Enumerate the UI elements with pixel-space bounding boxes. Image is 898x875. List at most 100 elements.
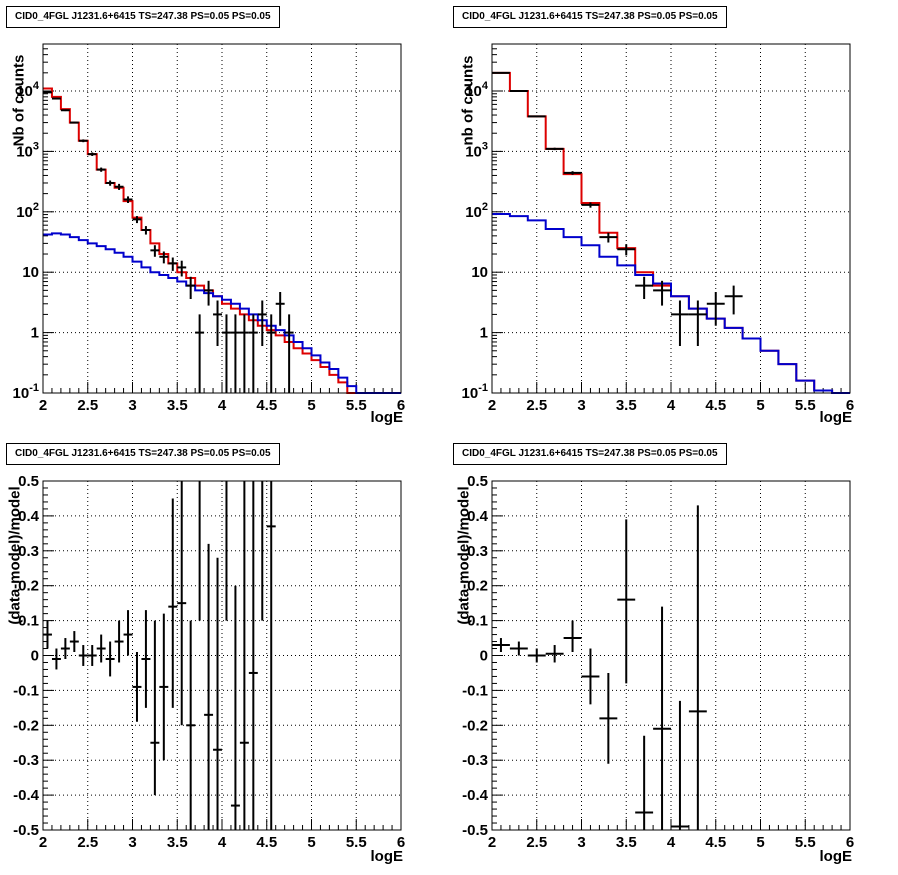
data-point — [635, 735, 654, 830]
data-point — [222, 314, 231, 393]
x-tick-label: 4.5 — [705, 834, 726, 851]
x-tick-label: 4.5 — [256, 834, 277, 851]
data-point — [671, 300, 689, 346]
y-tick-label: 103 — [16, 140, 39, 160]
x-tick-label: 2 — [39, 397, 47, 414]
y-tick-label: 0.1 — [467, 613, 488, 630]
data-point — [213, 300, 222, 346]
y-tick-label: 0.2 — [18, 578, 39, 595]
x-tick-label: 5 — [307, 397, 315, 414]
y-tick-label: -0.3 — [13, 752, 39, 769]
plot-frame — [42, 480, 402, 831]
x-tick-label: 3 — [128, 834, 136, 851]
data-point — [186, 276, 196, 299]
y-tick-label: 10 — [22, 264, 39, 281]
y-axis-label: (data-model)/model — [6, 486, 24, 625]
chart-title: CID0_4FGL J1231.6+6415 TS=247.38 PS=0.05… — [453, 6, 727, 28]
y-tick-label: -0.1 — [13, 682, 39, 699]
data-point — [204, 280, 214, 306]
chart-bottom-left: CID0_4FGL J1231.6+6415 TS=247.38 PS=0.05… — [0, 437, 449, 875]
data-point — [51, 648, 61, 670]
data-point — [114, 183, 124, 190]
data-point — [105, 641, 115, 677]
x-tick-label: 5.5 — [346, 834, 367, 851]
data-point — [617, 244, 636, 256]
y-tick-label: 104 — [465, 80, 489, 100]
data-point — [257, 300, 267, 346]
x-tick-label: 5 — [756, 397, 764, 414]
data-point — [248, 314, 258, 393]
data-point — [141, 610, 151, 708]
data-point — [60, 638, 70, 659]
x-axis-label: logE — [819, 848, 853, 865]
x-tick-label: 4 — [218, 397, 227, 414]
x-tick-label: 6 — [846, 397, 854, 414]
data-point — [123, 610, 133, 656]
data-point — [69, 631, 79, 653]
data-point — [509, 90, 528, 93]
plot-area: 2 2.5 3 3.5 4 4.5 5 5.5 6 10-1 1 10 102 103 104 — [462, 43, 854, 414]
data-point — [159, 613, 169, 761]
data-point — [177, 481, 187, 726]
data-point — [653, 280, 671, 306]
chart-title: CID0_4FGL J1231.6+6415 TS=247.38 PS=0.05… — [453, 443, 727, 465]
x-tick-label: 6 — [846, 834, 854, 851]
y-tick-label: -0.2 — [462, 717, 488, 734]
data-point — [635, 276, 654, 299]
chart-bottom-right: CID0_4FGL J1231.6+6415 TS=247.38 PS=0.05… — [449, 437, 898, 875]
x-tick-label: 2.5 — [526, 397, 547, 414]
data-point — [204, 543, 214, 830]
x-tick-label: 3.5 — [616, 397, 637, 414]
x-tick-label: 5.5 — [795, 397, 816, 414]
y-tick-label: -0.5 — [13, 822, 39, 839]
x-axis-label: logE — [819, 409, 853, 426]
data-point — [230, 585, 240, 830]
data-point — [78, 645, 88, 666]
y-tick-label: 1 — [31, 325, 39, 342]
y-tick-label: 0.2 — [467, 578, 488, 595]
y-tick-label: 10-1 — [462, 382, 488, 402]
y-tick-label: -0.2 — [13, 717, 39, 734]
plot-frame — [42, 43, 402, 394]
data-point — [69, 121, 79, 124]
data-point — [132, 652, 142, 722]
y-tick-label: 0.5 — [18, 473, 39, 490]
data-point — [78, 139, 88, 143]
data-point — [96, 634, 106, 663]
chart-title: CID0_4FGL J1231.6+6415 TS=247.38 PS=0.05… — [6, 443, 280, 465]
data-point — [545, 645, 564, 663]
y-tick-label: -0.3 — [462, 752, 488, 769]
data-point — [599, 232, 618, 243]
data-point — [43, 620, 52, 649]
data-point — [527, 115, 546, 118]
data-point — [266, 481, 276, 830]
x-tick-label: 5.5 — [346, 397, 367, 414]
data-point — [509, 641, 528, 656]
data-point — [60, 109, 70, 112]
x-tick-label: 4.5 — [705, 397, 726, 414]
y-tick-label: 102 — [16, 201, 39, 221]
data-point — [141, 226, 151, 235]
x-tick-label: 3.5 — [167, 397, 188, 414]
plot-frame — [491, 43, 851, 394]
data-point — [186, 620, 196, 830]
data-point — [150, 620, 160, 796]
y-axis-label: nb of counts — [459, 55, 477, 146]
data-point — [230, 314, 240, 393]
data-point — [105, 180, 115, 186]
x-axis-label: logE — [370, 409, 404, 426]
data-point — [159, 251, 169, 264]
x-tick-label: 5.5 — [795, 834, 816, 851]
y-tick-label: -0.5 — [462, 822, 488, 839]
data-point — [671, 700, 689, 830]
data-point — [248, 481, 258, 830]
x-tick-label: 3.5 — [167, 834, 188, 851]
data-point — [43, 91, 52, 94]
x-tick-label: 4.5 — [256, 397, 277, 414]
x-tick-label: 3 — [577, 397, 585, 414]
x-tick-label: 5 — [307, 834, 315, 851]
chart-top-left: CID0_4FGL J1231.6+6415 TS=247.38 PS=0.05… — [0, 0, 449, 437]
data-point — [51, 97, 61, 100]
data-point — [195, 314, 205, 393]
y-tick-label: -0.1 — [462, 682, 488, 699]
